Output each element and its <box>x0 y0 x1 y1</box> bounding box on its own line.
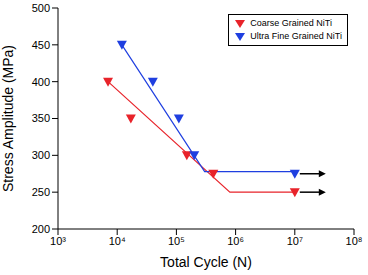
html-text:Ultra Fine Grained NiTi: Ultra Fine Grained NiTi <box>250 31 342 41</box>
svg-text:500: 500 <box>32 2 50 14</box>
svg-text:350: 350 <box>32 112 50 124</box>
svg-text:10⁴: 10⁴ <box>109 235 126 247</box>
html-text:Coarse Grained NiTi: Coarse Grained NiTi <box>250 18 332 28</box>
svg-text:300: 300 <box>32 149 50 161</box>
svg-text:10³: 10³ <box>50 235 66 247</box>
svg-text:10⁷: 10⁷ <box>287 235 303 247</box>
svg-text:250: 250 <box>32 186 50 198</box>
svg-text:10⁸: 10⁸ <box>346 235 363 247</box>
svg-text:200: 200 <box>32 223 50 235</box>
svg-text:400: 400 <box>32 76 50 88</box>
svg-text:10⁶: 10⁶ <box>227 235 244 247</box>
svg-text:Total Cycle (N): Total Cycle (N) <box>160 254 252 270</box>
svg-text:10⁵: 10⁵ <box>168 235 185 247</box>
svg-text:Stress Amplitude (MPa): Stress Amplitude (MPa) <box>0 45 16 192</box>
svg-text:450: 450 <box>32 39 50 51</box>
